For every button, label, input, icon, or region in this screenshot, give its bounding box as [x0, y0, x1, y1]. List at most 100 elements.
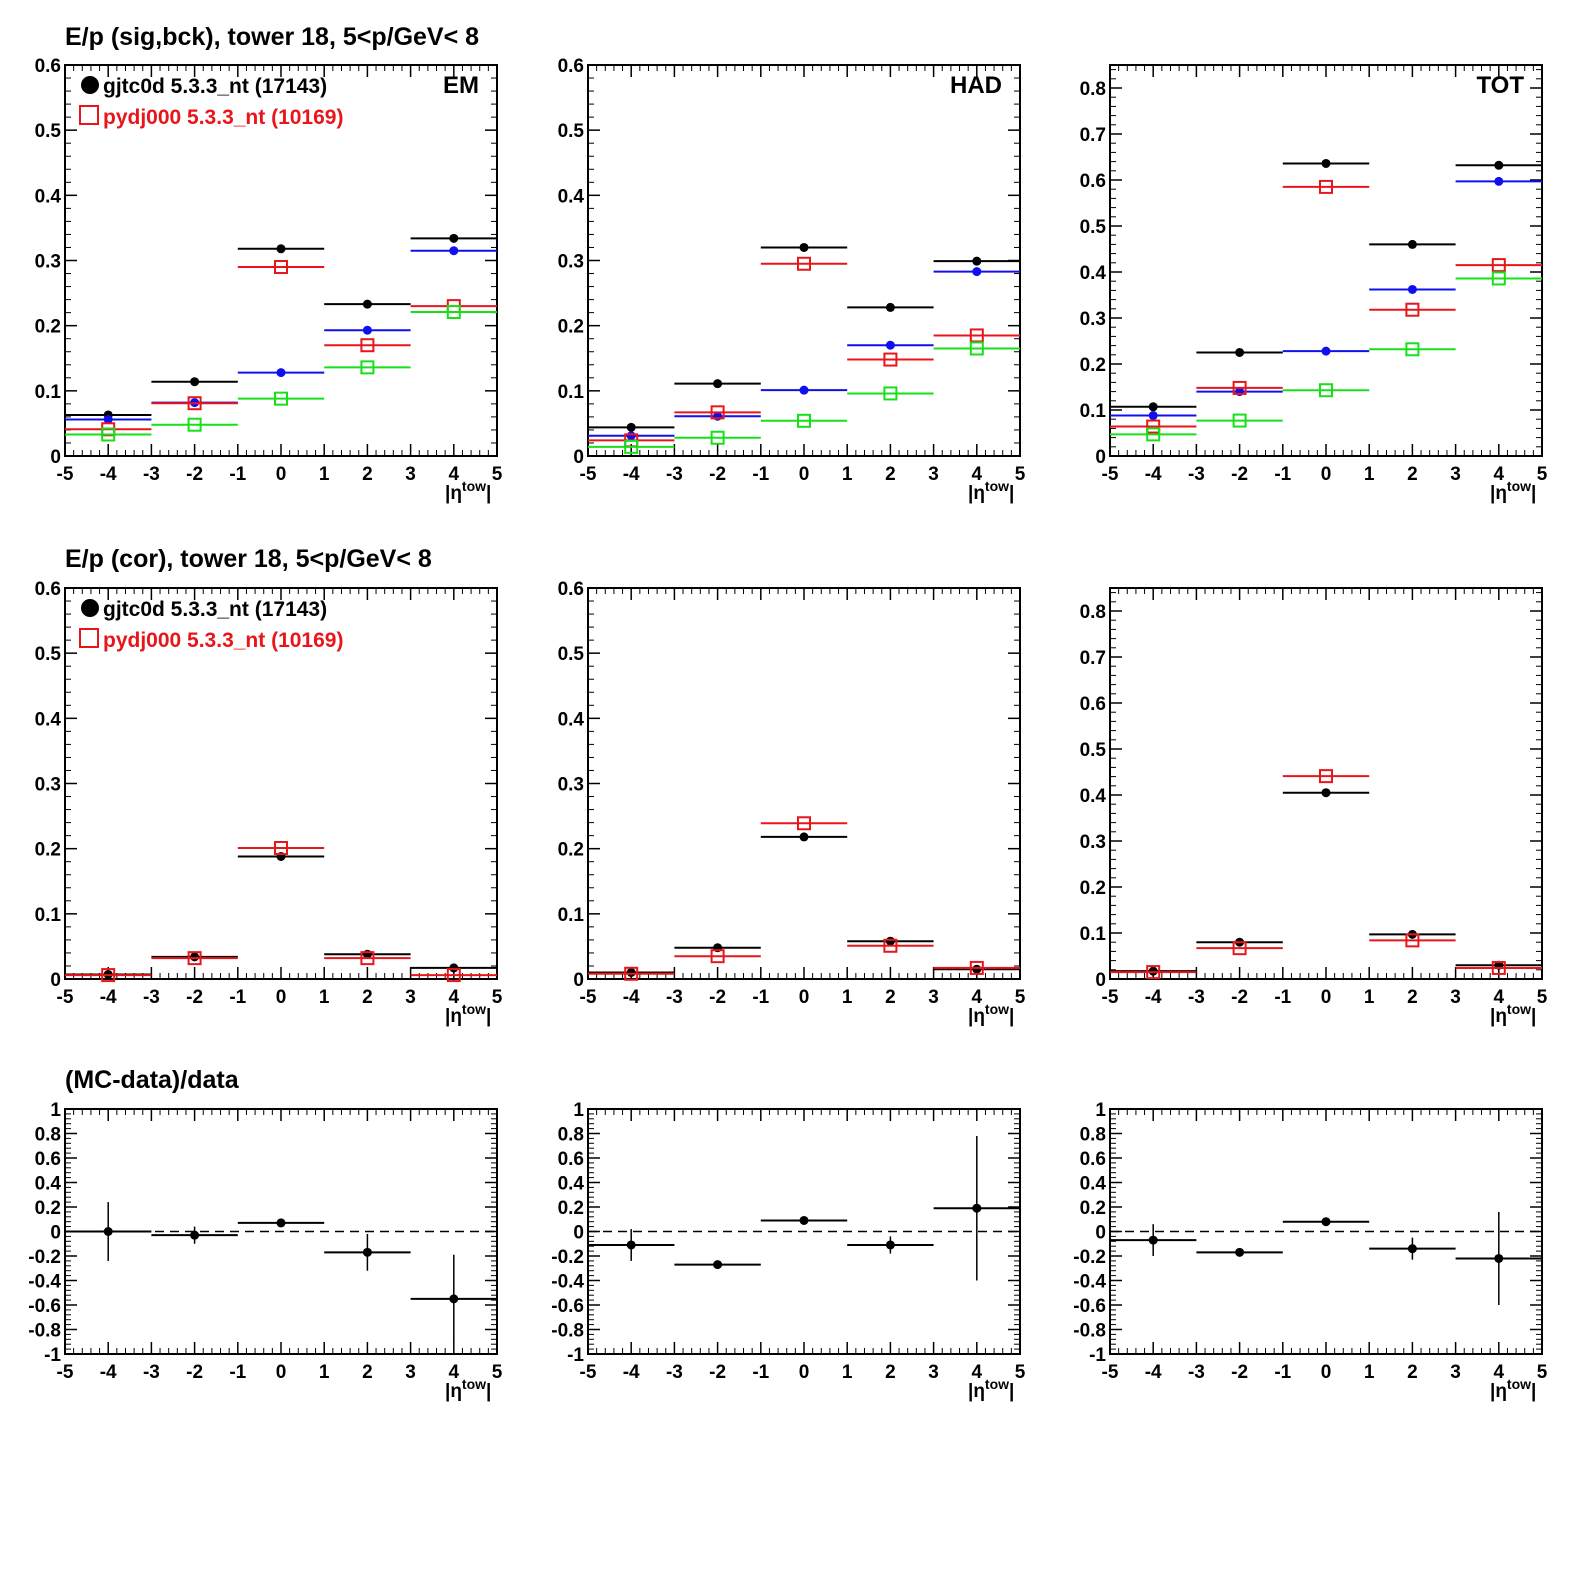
- data-point: [1146, 965, 1161, 980]
- y-tick-label: 0: [573, 970, 584, 991]
- data-point: [274, 391, 288, 406]
- data-point: [362, 299, 372, 309]
- y-tick-label: -0.4: [551, 1272, 584, 1293]
- series-red: [1110, 769, 1542, 980]
- y-tick-label: 0.4: [1080, 1174, 1107, 1195]
- x-tick-label: -5: [580, 1362, 597, 1383]
- x-tick-label: -1: [1274, 1362, 1291, 1383]
- data-point: [1235, 348, 1245, 357]
- x-tick-label: 1: [319, 1362, 330, 1383]
- x-tick-label: -4: [100, 1362, 117, 1383]
- x-tick-label: 3: [928, 987, 939, 1008]
- data-point: [1494, 160, 1504, 170]
- x-tick-label: -5: [580, 987, 597, 1008]
- y-tick-label: 0.6: [558, 1149, 584, 1170]
- x-tick-label: 3: [405, 464, 416, 485]
- data-point: [885, 936, 895, 946]
- series-black: [65, 233, 497, 420]
- y-tick-label: -1: [567, 1345, 584, 1366]
- x-axis-label: |ηtow|: [445, 478, 491, 504]
- x-tick-label: 5: [492, 987, 503, 1008]
- x-tick-label: -3: [143, 987, 160, 1008]
- legend-label-data: gjtc0d 5.3.3_nt (17143): [103, 75, 327, 98]
- legend-marker-data: [81, 76, 99, 94]
- x-tick-label: 2: [1407, 987, 1418, 1008]
- x-tick-label: 1: [1364, 987, 1375, 1008]
- y-tick-label: 0.2: [35, 840, 61, 861]
- legend-marker-mc: [79, 628, 99, 648]
- y-tick-label: 0: [1095, 970, 1106, 991]
- data-point: [969, 960, 984, 975]
- data-point: [1405, 933, 1420, 948]
- data-point: [624, 966, 639, 981]
- x-tick-label: -4: [623, 464, 640, 485]
- x-axis-label: |ηtow|: [1490, 478, 1536, 504]
- x-tick-label: 4: [972, 987, 983, 1008]
- x-tick-label: -2: [186, 464, 203, 485]
- x-tick-label: 5: [1537, 987, 1548, 1008]
- row-title-2: (MC-data)/data: [65, 1066, 240, 1094]
- x-tick-label: 2: [362, 464, 373, 485]
- y-tick-label: -0.8: [551, 1321, 584, 1342]
- y-tick-label: -0.2: [28, 1247, 61, 1268]
- data-point: [276, 244, 286, 254]
- y-tick-label: 0.5: [1080, 217, 1107, 238]
- data-point: [446, 968, 461, 983]
- series-blue: [65, 246, 497, 425]
- data-point: [1232, 380, 1247, 395]
- legend-label-mc: pydj000 5.3.3_nt (10169): [103, 629, 343, 652]
- data-point: [883, 938, 898, 953]
- y-tick-label: 0.4: [558, 1174, 585, 1195]
- x-tick-label: 2: [885, 464, 896, 485]
- data-point: [190, 377, 200, 387]
- x-tick-label: 4: [972, 1362, 983, 1383]
- y-tick-label: 0.1: [35, 382, 62, 403]
- y-tick-label: 0.8: [1080, 1125, 1106, 1146]
- series-black: [588, 242, 1020, 432]
- y-tick-label: 0.6: [558, 579, 584, 600]
- data-point: [101, 968, 116, 983]
- y-tick-label: 0.6: [35, 1149, 61, 1170]
- y-tick-label: 0: [573, 1223, 584, 1244]
- x-tick-label: -3: [143, 464, 160, 485]
- data-point: [710, 949, 725, 964]
- x-tick-label: 1: [1364, 464, 1375, 485]
- x-tick-label: 5: [1537, 1362, 1548, 1383]
- data-point: [1491, 271, 1506, 286]
- data-point: [274, 841, 288, 856]
- x-axis-label: |ηtow|: [968, 478, 1014, 504]
- x-tick-label: -3: [666, 1362, 683, 1383]
- data-point: [1491, 960, 1506, 975]
- data-point: [187, 951, 202, 966]
- data-point: [1146, 419, 1161, 434]
- x-tick-label: 4: [972, 464, 983, 485]
- data-point: [190, 1230, 200, 1240]
- y-tick-label: 0.6: [1080, 1149, 1106, 1170]
- x-tick-label: 1: [842, 464, 853, 485]
- x-tick-label: -3: [1188, 1362, 1205, 1383]
- data-point: [1494, 176, 1504, 186]
- y-tick-label: -0.4: [1073, 1272, 1106, 1293]
- y-tick-label: 0.3: [1080, 309, 1106, 330]
- y-tick-label: -1: [44, 1345, 61, 1366]
- y-tick-label: 0.2: [1080, 355, 1106, 376]
- y-tick-label: 0.3: [558, 252, 584, 273]
- x-tick-label: 3: [1450, 987, 1461, 1008]
- y-tick-label: 0: [573, 447, 584, 468]
- y-tick-label: 0.2: [35, 317, 61, 338]
- data-point: [883, 386, 898, 401]
- x-tick-label: 4: [449, 987, 460, 1008]
- data-point: [626, 1240, 636, 1250]
- x-tick-label: 3: [928, 1362, 939, 1383]
- data-point: [1146, 427, 1161, 442]
- series-black: [65, 1202, 497, 1343]
- x-tick-label: -5: [57, 464, 74, 485]
- legend: gjtc0d 5.3.3_nt (17143) pydj000 5.3.3_nt …: [79, 75, 343, 129]
- y-tick-label: 0.1: [1080, 401, 1107, 422]
- x-tick-label: -4: [623, 987, 640, 1008]
- data-point: [360, 338, 375, 353]
- y-tick-label: 0.6: [35, 579, 61, 600]
- y-tick-label: 1: [573, 1100, 584, 1121]
- y-tick-label: 0.4: [35, 1174, 62, 1195]
- data-point: [710, 405, 725, 420]
